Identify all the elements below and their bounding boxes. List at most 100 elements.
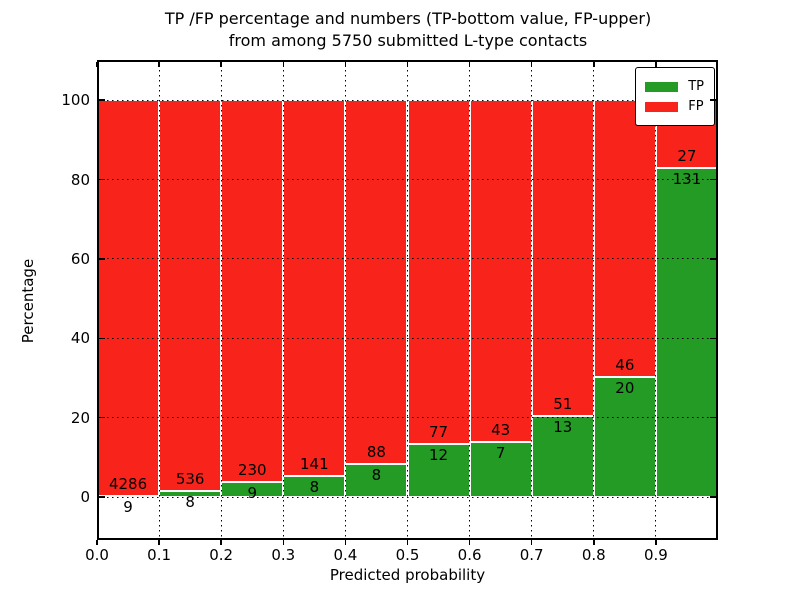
fp-count-label: 230 [237,461,267,480]
bar-segment-fp-4 [345,100,408,465]
bar-segment-tp-4 [345,464,408,498]
y-tick-mark-right [710,258,716,260]
h-gridline [97,496,718,498]
bar-segment-fp-2 [221,100,284,483]
y-tick-label: 60 [70,249,90,268]
x-tick-mark-top [220,62,222,67]
bar-segment-tp-8 [593,376,656,498]
x-tick-label: 0.6 [457,546,482,564]
x-tick-label: 0.2 [209,546,234,564]
y-tick-label: 0 [80,488,90,507]
fp-count-label: 43 [491,420,511,439]
x-tick-label: 0.9 [643,546,668,564]
bar-segment-fp-5 [407,100,470,444]
y-tick-mark [99,496,105,498]
x-tick-mark [530,540,533,545]
y-tick-mark [99,178,105,181]
x-tick-label: 0.8 [581,546,606,564]
chart-title-line1: TP /FP percentage and numbers (TP-bottom… [164,9,652,28]
x-tick-mark [96,540,98,545]
y-tick-mark-right [710,496,716,498]
x-tick-mark-top [530,62,533,67]
x-tick-mark [468,540,471,545]
y-tick-label: 40 [70,329,90,348]
x-tick-mark-top [406,62,409,67]
fp-count-label: 536 [175,470,205,489]
fp-legend-label: FP [688,99,704,114]
v-gridline-overlay [344,100,346,498]
v-gridline-overlay [469,100,471,498]
tp-count-label: 9 [123,498,133,517]
x-tick-mark [344,540,347,545]
fp-count-label: 46 [615,355,635,374]
fp-count-label: 51 [553,395,573,414]
fp-legend-swatch [645,101,679,112]
y-tick-mark [99,416,105,419]
y-tick-mark-right [710,178,716,181]
tp-count-label: 12 [429,445,449,464]
x-tick-mark-top [282,62,285,67]
chart-title: TP /FP percentage and numbers (TP-bottom… [0,8,800,52]
x-tick-label: 0.1 [147,546,172,564]
y-axis-label: Percentage [19,258,37,344]
plot-border-top [97,60,718,62]
y-tick-label: 20 [70,408,90,427]
bar-segment-fp-7 [531,100,594,417]
v-gridline-overlay [531,100,533,498]
x-tick-mark-top [655,62,657,67]
y-tick-mark [99,258,105,260]
bar-segment-tp-5 [407,443,470,498]
legend: TP FP [635,67,715,126]
bar-segment-fp-1 [159,100,222,492]
x-tick-mark [406,540,409,545]
fp-count-label: 27 [677,146,697,165]
bar-segment-fp-6 [469,100,532,442]
tp-count-label: 8 [371,466,382,485]
x-tick-mark-top [593,62,595,67]
x-tick-mark-top [96,62,98,67]
fp-count-label: 141 [300,454,329,473]
bar-segment-tp-2 [221,482,284,498]
x-tick-mark [220,540,222,545]
x-tick-mark [593,540,595,545]
v-gridline-overlay [282,100,284,498]
x-tick-label: 0.3 [271,546,296,564]
tp-count-label: 9 [247,484,257,503]
plot-border-right [716,60,718,540]
x-tick-mark [282,540,285,545]
legend-item-tp: TP [645,78,704,95]
x-tick-mark [655,540,657,545]
x-tick-label: 0.4 [333,546,358,564]
tp-legend-label: TP [688,79,704,94]
bar-segment-fp-8 [593,100,656,377]
v-gridline-overlay [158,100,160,498]
legend-item-fp: FP [645,98,704,115]
x-tick-mark-top [468,62,471,67]
fp-count-label: 4286 [108,475,148,494]
y-tick-label: 80 [70,170,90,189]
v-gridline-overlay [407,100,408,498]
fp-count-label: 77 [429,422,449,441]
bar-segment-tp-7 [531,416,594,498]
tp-count-label: 13 [553,418,573,437]
x-tick-label: 0.0 [85,546,109,564]
x-tick-label: 0.5 [395,546,420,564]
x-axis-label: Predicted probability [329,566,486,584]
y-tick-mark-right [710,337,716,340]
bar-segment-tp-3 [283,475,346,498]
x-tick-mark-top [344,62,347,67]
plot-area: TP FP 4286 9 536 8 230 9 141 8 88 8 77 12 43 7 51 13 46 2… [96,60,718,545]
x-tick-label: 0.7 [519,546,544,564]
y-tick-mark [99,337,105,340]
fp-count-label: 88 [366,443,386,462]
tp-count-label: 131 [672,169,702,188]
v-gridline-overlay [593,100,595,498]
y-tick-mark [99,99,105,101]
bar-segment-fp-0 [97,100,160,497]
plot-border-left [97,60,99,540]
tp-count-label: 7 [495,443,506,462]
tp-count-label: 8 [309,477,320,496]
tp-legend-swatch [645,81,679,92]
bar-segment-fp-3 [283,100,346,476]
